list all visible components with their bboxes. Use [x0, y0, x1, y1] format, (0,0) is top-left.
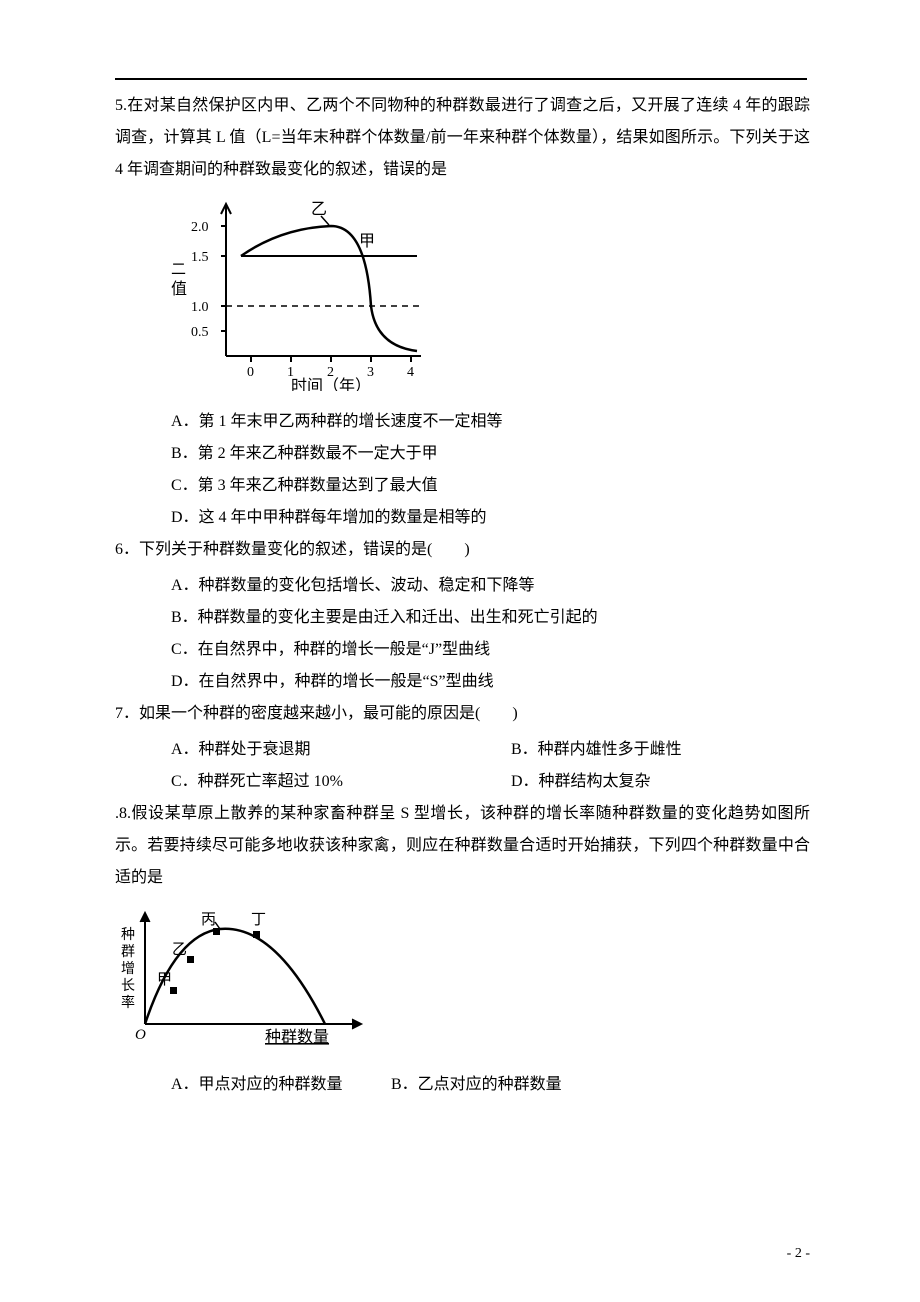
svg-text:O: O	[135, 1027, 146, 1043]
q6-opt-c: C．在自然界中，种群的增长一般是“J”型曲线	[171, 634, 810, 666]
q5-opt-c: C．第 3 年来乙种群数量达到了最大值	[171, 470, 810, 502]
q5-ytick-1: 1.0	[191, 300, 209, 315]
q7-opt-a: A．种群处于衰退期	[171, 734, 511, 766]
q8-stem: .8.假设某草原上散养的某种家畜种群呈 S 型增长，该种群的增长率随种群数量的变…	[115, 798, 810, 894]
q8-opt-a: A．甲点对应的种群数量	[171, 1069, 391, 1101]
q7-stem: 7．如果一个种群的密度越来越小，最可能的原因是( )	[115, 698, 810, 730]
svg-text:率: 率	[121, 994, 135, 1011]
q7-opt-c: C．种群死亡率超过 10%	[171, 766, 511, 798]
q6-opt-b: B．种群数量的变化主要是由迁入和迁出、出生和死亡引起的	[171, 602, 810, 634]
q5-options: A．第 1 年末甲乙两种群的增长速度不一定相等 B．第 2 年来乙种群数最不一定…	[171, 406, 810, 534]
q5-ytick-0: 0.5	[191, 325, 209, 340]
q7-options: A．种群处于衰退期 B．种群内雄性多于雌性 C．种群死亡率超过 10% D．种群…	[171, 734, 810, 798]
svg-text:种: 种	[121, 927, 135, 943]
q5-series-yi-label: 乙	[311, 201, 327, 218]
q6-options: A．种群数量的变化包括增长、波动、稳定和下降等 B．种群数量的变化主要是由迁入和…	[171, 570, 810, 698]
q8-xlabel: 种群数量	[265, 1028, 329, 1046]
q5-ytick-3: 2.0	[191, 220, 209, 235]
q6-opt-a: A．种群数量的变化包括增长、波动、稳定和下降等	[171, 570, 810, 602]
q8-options: A．甲点对应的种群数量 B．乙点对应的种群数量	[171, 1069, 810, 1101]
q8-lbl-jia: 甲	[157, 972, 172, 988]
q6-opt-d: D．在自然界中，种群的增长一般是“S”型曲线	[171, 666, 810, 698]
header-rule	[115, 78, 807, 80]
q5-opt-b: B．第 2 年来乙种群数最不一定大于甲	[171, 438, 810, 470]
q8-chart: 甲 乙 丙 丁 种 群 增 长 率 O 种群数量	[115, 904, 810, 1059]
q8-pt-jia	[170, 987, 177, 994]
q8-pt-bing	[213, 928, 220, 935]
q5-series-jia-label: 甲	[359, 233, 375, 250]
q5-xtick-4: 4	[407, 365, 414, 380]
q7-opt-b: B．种群内雄性多于雌性	[511, 734, 682, 766]
q5-chart: 0.5 1.0 1.5 2.0 0 1 2 3 4	[171, 196, 810, 396]
svg-text:长: 长	[121, 978, 135, 994]
q5-opt-d: D．这 4 年中甲种群每年增加的数量是相等的	[171, 502, 810, 534]
q8-lbl-yi: 乙	[172, 942, 187, 958]
q5-xlabel: 时间（年）	[291, 377, 371, 391]
page-number: - 2 -	[787, 1246, 810, 1262]
q8-opt-b: B．乙点对应的种群数量	[391, 1069, 562, 1101]
q5-stem: 5.在对某自然保护区内甲、乙两个不同物种的种群数最进行了调查之后，又开展了连续 …	[115, 90, 810, 186]
q7-opt-d: D．种群结构太复杂	[511, 766, 651, 798]
page: 5.在对某自然保护区内甲、乙两个不同物种的种群数最进行了调查之后，又开展了连续 …	[0, 0, 920, 1302]
svg-text:群: 群	[121, 944, 135, 960]
q8-lbl-bing: 丙	[201, 912, 216, 928]
q5-ylabel-suffix: 二	[171, 262, 186, 278]
q8-pt-yi	[187, 956, 194, 963]
q8-lbl-ding: 丁	[251, 912, 266, 928]
q5-ytick-2: 1.5	[191, 250, 209, 265]
q5-xtick-0: 0	[247, 365, 254, 380]
q5-opt-a: A．第 1 年末甲乙两种群的增长速度不一定相等	[171, 406, 810, 438]
svg-text:增: 增	[121, 961, 135, 977]
q6-stem: 6．下列关于种群数量变化的叙述，错误的是( )	[115, 534, 810, 566]
q8-pt-ding	[253, 931, 260, 938]
q5-ylabel: 值	[171, 280, 187, 298]
